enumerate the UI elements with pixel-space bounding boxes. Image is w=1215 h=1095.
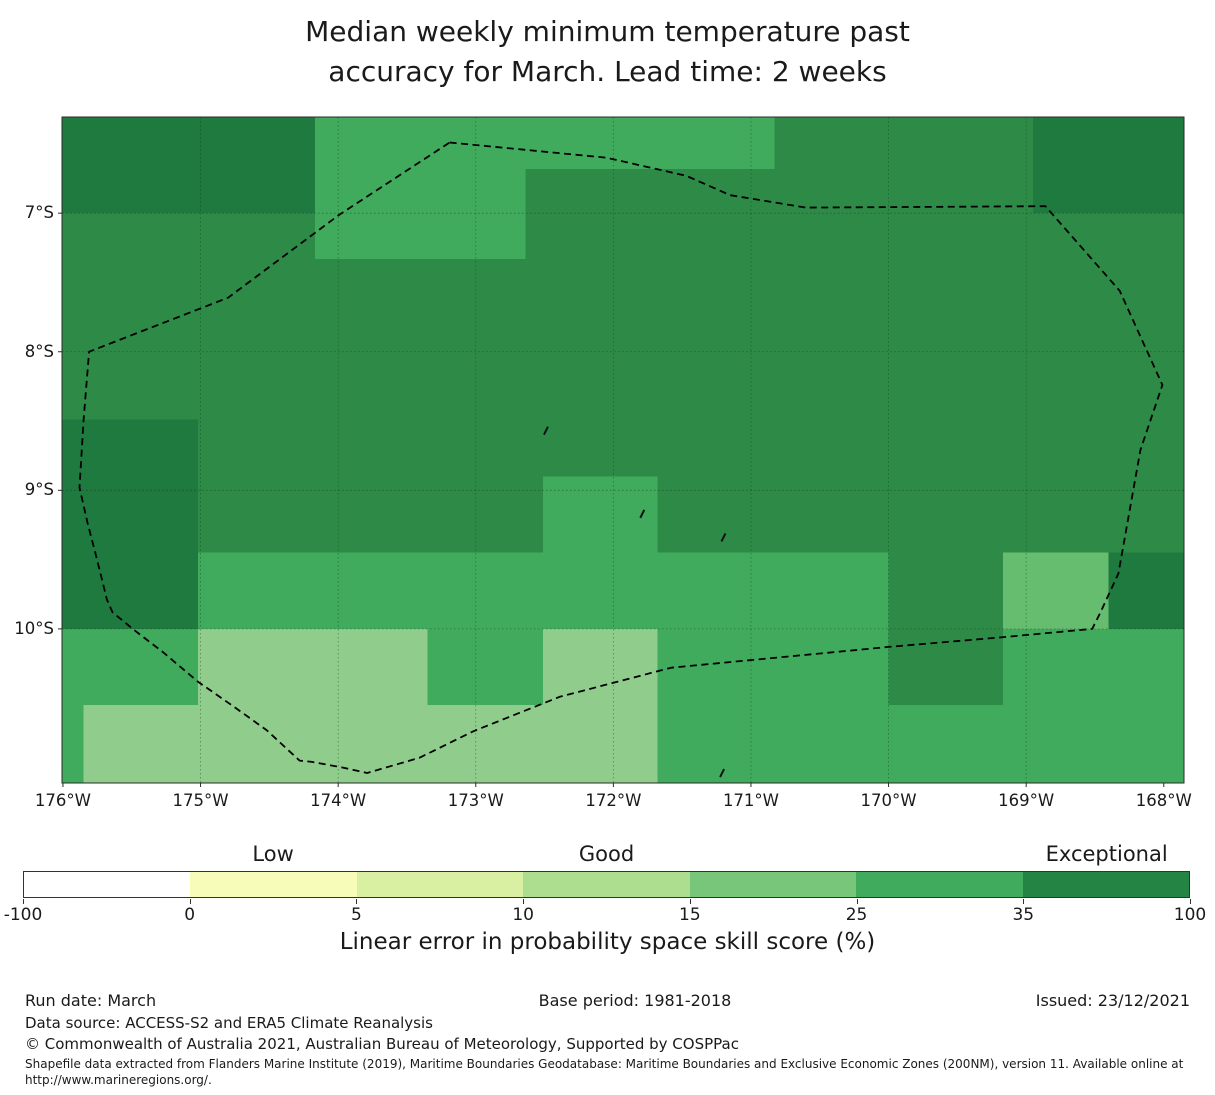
colorbar-tick--100: -100 — [3, 905, 43, 925]
footer-shapefile-note-line2: http://www.marineregions.org/. — [25, 1072, 212, 1087]
colorbar-band-label-exceptional: Exceptional — [1045, 842, 1168, 866]
footer-issued-date: Issued: 23/12/2021 — [1035, 991, 1190, 1010]
colorbar-tickmark-10 — [523, 899, 525, 904]
x-axis-label-172°W: 172°W — [585, 791, 642, 810]
colorbar-segment-10-to-15 — [523, 872, 690, 897]
colorbar-tick-35: 35 — [1012, 905, 1035, 925]
colorbar-segment-0-to-5 — [190, 872, 357, 897]
chart-title-line1: Median weekly minimum temperature past — [305, 15, 910, 48]
colorbar-tick-15: 15 — [679, 905, 701, 925]
map-cell-9-skill-10-15 — [427, 705, 544, 783]
x-axis-label-176°W: 176°W — [34, 791, 91, 810]
colorbar-tick-10: 10 — [512, 905, 534, 925]
colorbar-segment-15-to-25 — [689, 872, 857, 897]
y-axis-label-10°S: 10°S — [14, 618, 54, 638]
colorbar-title: Linear error in probability space skill … — [339, 929, 876, 955]
skill-score-map — [58, 116, 1185, 787]
x-axis-label-169°W: 169°W — [998, 791, 1055, 810]
colorbar-band-label-good: Good — [578, 842, 635, 866]
colorbar-segment-35-to-100 — [1022, 872, 1189, 897]
map-cell-4-skill-35-100 — [61, 419, 198, 629]
map-cell-13-skill-15-25 — [1002, 552, 1109, 629]
colorbar-band-label-low: Low — [252, 842, 294, 866]
colorbar-tickmark-100 — [1190, 899, 1191, 904]
colorbar-tick-100: 100 — [1173, 905, 1207, 925]
y-axis-label-9°S: 9°S — [24, 480, 54, 500]
colorbar-segment--100-to-0 — [24, 872, 191, 897]
footer-copyright: © Commonwealth of Australia 2021, Austra… — [25, 1035, 739, 1053]
x-axis-label-168°W: 168°W — [1135, 791, 1192, 810]
footer-base-period: Base period: 1981-2018 — [538, 991, 732, 1010]
map-cell-12-skill-35-100 — [888, 552, 1003, 706]
chart-title-line2: accuracy for March. Lead time: 2 weeks — [328, 55, 887, 88]
colorbar-tickmark--100 — [23, 899, 24, 904]
colorbar-tick-5: 5 — [351, 905, 362, 925]
map-cell-11-skill-10-15 — [83, 705, 198, 783]
x-axis-label-175°W: 175°W — [172, 791, 229, 810]
island-mark-1 — [639, 509, 646, 519]
map-cell-3-skill-35-100 — [1033, 117, 1185, 214]
footer-shapefile-note-line1: Shapefile data extracted from Flanders M… — [25, 1057, 1184, 1071]
map-cell-10-skill-10-15 — [543, 628, 658, 783]
colorbar-tick-0: 0 — [184, 905, 196, 925]
y-axis-label-7°S: 7°S — [24, 203, 54, 223]
colorbar-segment-5-to-10 — [356, 872, 524, 897]
map-cell-6-skill-25-35 — [197, 552, 889, 629]
x-axis-label-171°W: 171°W — [722, 791, 779, 810]
colorbar-tick-25: 25 — [845, 905, 868, 925]
map-cell-14-skill-35-100 — [1108, 552, 1185, 629]
colorbar-tickmark-0 — [189, 899, 191, 904]
footer-data-source: Data source: ACCESS-S2 and ERA5 Climate … — [25, 1014, 433, 1032]
x-axis-label-174°W: 174°W — [310, 791, 367, 810]
colorbar-tickmark-15 — [689, 899, 691, 904]
colorbar-tickmark-25 — [856, 899, 858, 904]
map-cell-2-skill-25-35 — [525, 117, 775, 169]
map-cell-0-skill-35-100 — [61, 117, 315, 214]
map-cell-8-skill-10-15 — [197, 628, 428, 783]
map-cell-5-skill-25-35 — [543, 476, 658, 553]
map-cell-1-skill-25-35 — [314, 117, 526, 259]
colorbar — [23, 871, 1190, 898]
colorbar-tickmark-35 — [1023, 899, 1025, 904]
island-mark-2 — [720, 532, 727, 542]
island-mark-0 — [543, 426, 549, 436]
colorbar-segment-25-to-35 — [856, 872, 1023, 897]
map-frame — [61, 116, 1185, 784]
colorbar-tickmark-5 — [356, 899, 358, 904]
footer-run-date: Run date: March — [25, 991, 157, 1010]
x-axis-label-170°W: 170°W — [860, 791, 917, 810]
x-axis-label-173°W: 173°W — [447, 791, 504, 810]
y-axis-label-8°S: 8°S — [24, 341, 54, 361]
island-mark-3 — [719, 768, 725, 778]
map-container — [58, 116, 1185, 787]
